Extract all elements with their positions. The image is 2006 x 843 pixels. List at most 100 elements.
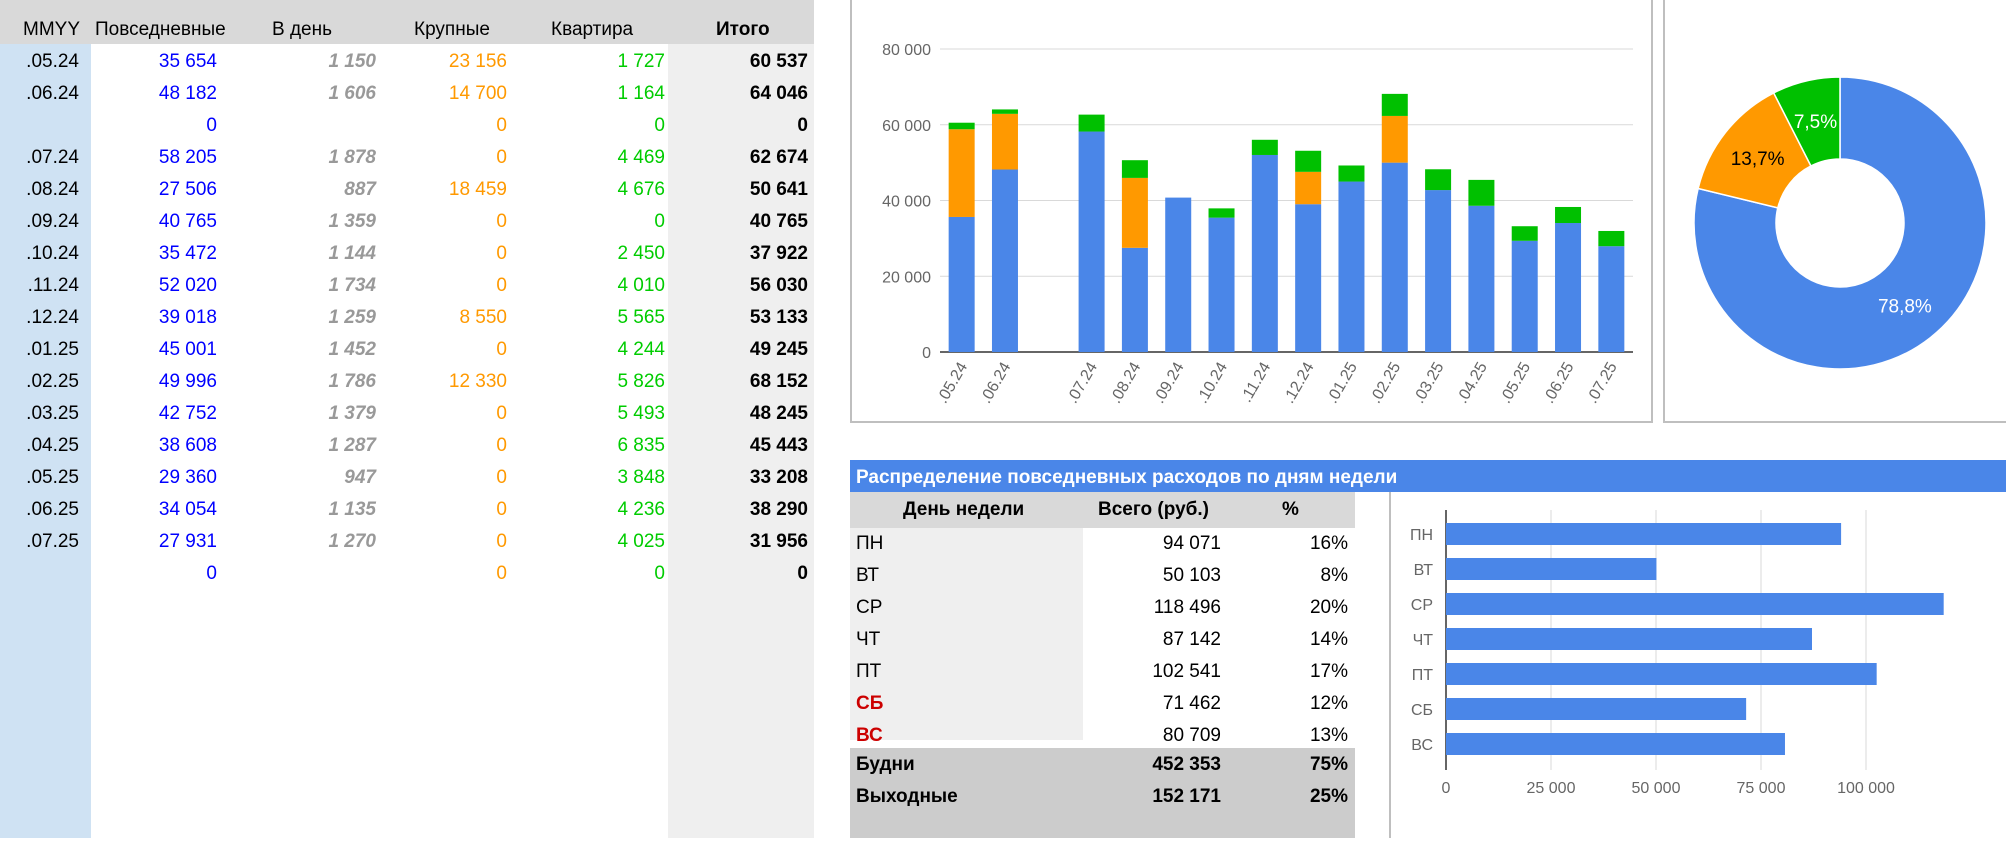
cell-everyday[interactable]: 0: [206, 563, 217, 584]
weekday-cell-total[interactable]: 80 709: [1162, 725, 1221, 746]
cell-apartment[interactable]: 1 727: [617, 51, 665, 72]
weekday-bar[interactable]: [1446, 628, 1812, 650]
cell-total[interactable]: 48 245: [749, 403, 808, 424]
cell-everyday[interactable]: 49 996: [158, 371, 217, 392]
header-per-day[interactable]: В день: [272, 19, 332, 40]
cell-mmyy[interactable]: .02.25: [26, 371, 79, 392]
weekday-cell-total[interactable]: 87 142: [1162, 629, 1221, 650]
cell-total[interactable]: 0: [797, 563, 808, 584]
cell-apartment[interactable]: 2 450: [617, 243, 665, 264]
cell-mmyy[interactable]: .03.25: [26, 403, 79, 424]
cell-total[interactable]: 45 443: [749, 435, 808, 456]
bar-segment[interactable]: [1078, 131, 1105, 352]
weekday-cell-total[interactable]: 50 103: [1162, 565, 1221, 586]
cell-everyday[interactable]: 40 765: [158, 211, 217, 232]
cell-mmyy[interactable]: .04.25: [26, 435, 79, 456]
cell-total[interactable]: 68 152: [749, 371, 808, 392]
cell-total[interactable]: 49 245: [749, 339, 808, 360]
bar-segment[interactable]: [1425, 169, 1452, 191]
cell-total[interactable]: 0: [797, 115, 808, 136]
weekday-cell-total[interactable]: 102 541: [1152, 661, 1221, 682]
weekday-bar[interactable]: [1446, 558, 1657, 580]
cell-per-day[interactable]: 1 606: [328, 83, 376, 104]
weekday-cell-pct[interactable]: 12%: [1309, 693, 1348, 714]
cell-large[interactable]: 14 700: [448, 83, 507, 104]
bar-segment[interactable]: [1121, 247, 1148, 352]
cell-per-day[interactable]: 947: [344, 467, 376, 488]
weekday-cell-pct[interactable]: 8%: [1320, 565, 1348, 586]
bar-segment[interactable]: [991, 113, 1018, 170]
bar-segment[interactable]: [1295, 204, 1322, 352]
cell-large[interactable]: 0: [496, 499, 507, 520]
cell-everyday[interactable]: 42 752: [158, 403, 217, 424]
cell-per-day[interactable]: 1 786: [328, 371, 376, 392]
cell-per-day[interactable]: 1 150: [328, 51, 376, 72]
summary-cell-label[interactable]: Будни: [856, 754, 915, 775]
cell-total[interactable]: 60 537: [749, 51, 808, 72]
bar-segment[interactable]: [991, 109, 1018, 114]
cell-total[interactable]: 40 765: [749, 211, 808, 232]
weekday-cell-pct[interactable]: 20%: [1309, 597, 1348, 618]
cell-total[interactable]: 33 208: [749, 467, 808, 488]
cell-everyday[interactable]: 0: [206, 115, 217, 136]
cell-large[interactable]: 0: [496, 147, 507, 168]
cell-everyday[interactable]: 39 018: [158, 307, 217, 328]
bar-segment[interactable]: [1295, 150, 1322, 172]
bar-segment[interactable]: [1468, 179, 1495, 206]
cell-per-day[interactable]: 1 452: [328, 339, 376, 360]
weekday-cell-day[interactable]: ВС: [856, 725, 883, 746]
cell-per-day[interactable]: 1 259: [328, 307, 376, 328]
cell-per-day[interactable]: 1 379: [328, 403, 376, 424]
weekday-bar[interactable]: [1446, 593, 1944, 615]
cell-per-day[interactable]: 1 270: [328, 531, 376, 552]
cell-everyday[interactable]: 35 472: [158, 243, 217, 264]
bar-segment[interactable]: [1598, 230, 1625, 247]
cell-everyday[interactable]: 38 608: [158, 435, 217, 456]
cell-large[interactable]: 0: [496, 435, 507, 456]
cell-everyday[interactable]: 45 001: [158, 339, 217, 360]
cell-apartment[interactable]: 5 493: [617, 403, 665, 424]
bar-segment[interactable]: [1121, 160, 1148, 178]
bar-segment[interactable]: [1121, 177, 1148, 248]
cell-large[interactable]: 0: [496, 115, 507, 136]
cell-mmyy[interactable]: .10.24: [26, 243, 79, 264]
bar-segment[interactable]: [1381, 115, 1408, 163]
header-day[interactable]: День недели: [903, 499, 1025, 520]
cell-apartment[interactable]: 0: [654, 211, 665, 232]
weekday-cell-day[interactable]: ПТ: [856, 661, 882, 682]
cell-per-day[interactable]: 887: [344, 179, 376, 200]
cell-large[interactable]: 0: [496, 467, 507, 488]
bar-segment[interactable]: [991, 169, 1018, 352]
bar-segment[interactable]: [1251, 154, 1278, 352]
header-everyday[interactable]: Повседневные: [95, 19, 226, 40]
weekday-cell-total[interactable]: 94 071: [1162, 533, 1221, 554]
cell-total[interactable]: 38 290: [749, 499, 808, 520]
weekday-cell-pct[interactable]: 14%: [1309, 629, 1348, 650]
cell-apartment[interactable]: 3 848: [617, 467, 665, 488]
cell-mmyy[interactable]: .12.24: [26, 307, 79, 328]
cell-apartment[interactable]: 1 164: [617, 83, 665, 104]
bar-segment[interactable]: [1468, 205, 1495, 352]
bar-segment[interactable]: [1295, 171, 1322, 205]
cell-apartment[interactable]: 6 835: [617, 435, 665, 456]
cell-large[interactable]: 0: [496, 403, 507, 424]
cell-large[interactable]: 0: [496, 275, 507, 296]
cell-everyday[interactable]: 35 654: [158, 51, 217, 72]
cell-per-day[interactable]: 1 734: [328, 275, 376, 296]
header-large[interactable]: Крупные: [414, 19, 490, 40]
cell-apartment[interactable]: 4 236: [617, 499, 665, 520]
summary-cell-pct[interactable]: 75%: [1309, 754, 1348, 775]
cell-per-day[interactable]: 1 878: [328, 147, 376, 168]
cell-per-day[interactable]: 1 359: [328, 211, 376, 232]
donut-slice[interactable]: [1693, 76, 1987, 370]
weekday-cell-total[interactable]: 71 462: [1162, 693, 1221, 714]
cell-large[interactable]: 12 330: [448, 371, 507, 392]
cell-large[interactable]: 0: [496, 211, 507, 232]
cell-mmyy[interactable]: .07.24: [26, 147, 79, 168]
cell-apartment[interactable]: 0: [654, 115, 665, 136]
summary-cell-total[interactable]: 152 171: [1152, 786, 1221, 807]
cell-mmyy[interactable]: .07.25: [26, 531, 79, 552]
cell-total[interactable]: 64 046: [749, 83, 808, 104]
weekday-cell-day[interactable]: ЧТ: [856, 629, 881, 650]
cell-everyday[interactable]: 34 054: [158, 499, 217, 520]
